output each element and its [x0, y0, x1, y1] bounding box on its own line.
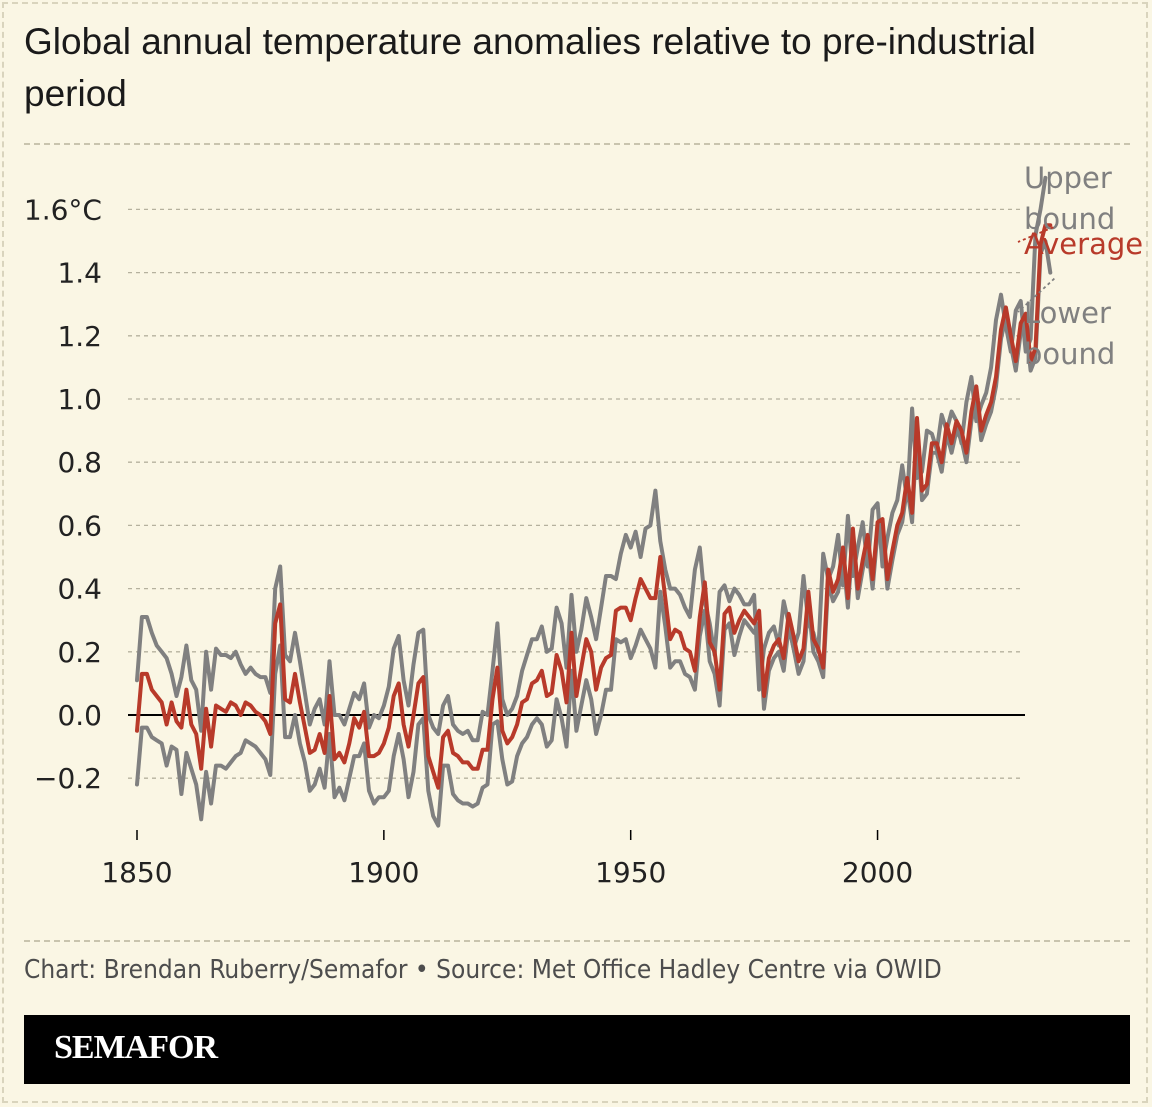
- line-chart: 1.6°C 1.4 1.2 1.0 0.8 0.6 0.4 0.2 0.0 −0.2 1850 19…: [24, 161, 1143, 889]
- y-tick-label: 1.2: [57, 320, 102, 353]
- y-axis-tick-labels: 1.6°C 1.4 1.2 1.0 0.8 0.6 0.4 0.2 0.0 −0.2: [24, 193, 102, 795]
- y-tick-label: 1.6°C: [24, 193, 102, 226]
- series-lines: [135, 175, 1053, 828]
- chart-title: Global annual temperature anomalies rela…: [24, 21, 1036, 114]
- label-lower-bound: Lower bound: [1024, 296, 1115, 371]
- y-tick-label: 1.0: [57, 383, 102, 416]
- x-axis: 1850 1900 1950 2000: [101, 830, 913, 889]
- y-tick-label: 0.6: [57, 509, 102, 542]
- series-line-upper-bound: [135, 175, 1048, 743]
- average-leader: [1017, 226, 1054, 243]
- x-tick-label: 1950: [595, 856, 666, 889]
- y-tick-label: 0.0: [57, 699, 102, 732]
- series-line-average: [135, 223, 1053, 790]
- brand-logo: SEMAFOR: [54, 1029, 218, 1066]
- bottom-divider: [24, 940, 1130, 942]
- y-tick-label: 0.8: [57, 446, 102, 479]
- series-line-lower-bound: [135, 239, 1053, 828]
- top-divider: [24, 143, 1130, 145]
- y-tick-label: 0.4: [57, 573, 102, 606]
- x-tick-label: 1850: [101, 856, 172, 889]
- label-upper-bound: Upper bound: [1024, 161, 1115, 236]
- y-tick-label: 0.2: [57, 636, 102, 669]
- y-tick-label: −0.2: [34, 762, 102, 795]
- x-tick-label: 2000: [842, 856, 913, 889]
- lower-bound-leader: [1017, 277, 1055, 313]
- y-tick-label: 1.4: [57, 257, 102, 290]
- footer-bar: SEMAFOR: [24, 1015, 1130, 1084]
- x-tick-label: 1900: [348, 856, 419, 889]
- source-credit: Chart: Brendan Ruberry/Semafor • Source:…: [24, 955, 942, 985]
- label-average: Average: [1024, 227, 1143, 261]
